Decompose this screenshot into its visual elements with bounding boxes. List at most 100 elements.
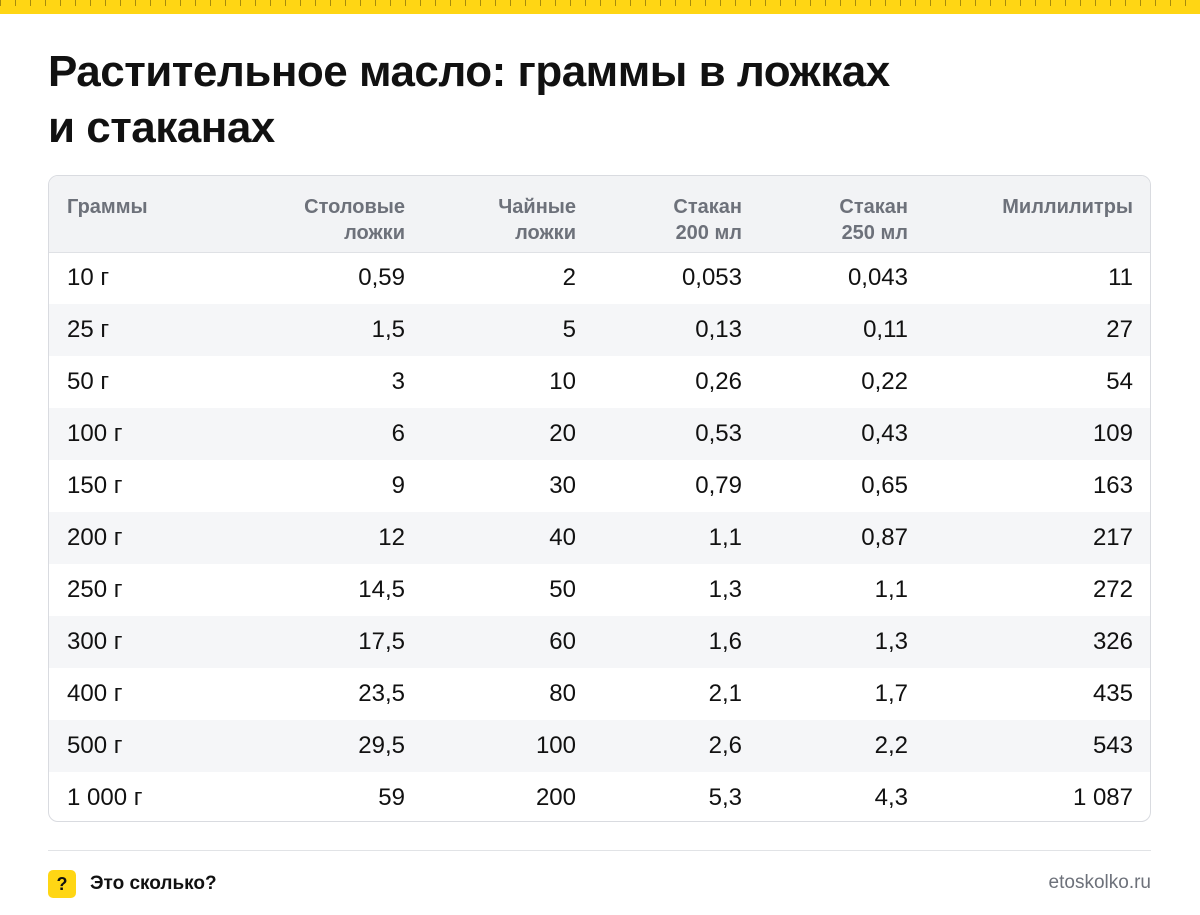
table-cell: 5	[562, 316, 576, 343]
column-header: Миллилитры	[908, 176, 1150, 253]
table-cell: 20	[549, 420, 576, 447]
table-row: 400 г 23,5 80 2,1 1,7 435	[49, 668, 1150, 720]
table-cell: 0,59	[358, 264, 405, 292]
table-row: 1 000 г 59 200 5,3 4,3 1 087	[49, 772, 1150, 821]
table-cell: 2,6	[708, 732, 742, 759]
table-row: 10 г 0,59 2 0,053 0,043 11	[49, 252, 1150, 304]
ruler-strip	[0, 0, 1200, 14]
table-cell: 0,26	[695, 368, 742, 395]
table-row: 150 г 9 30 0,79 0,65 163	[49, 460, 1150, 512]
table-cell: 2,2	[874, 732, 908, 759]
table-cell: 25 г	[67, 316, 110, 343]
site-url[interactable]: etoskolko.ru	[1048, 872, 1151, 893]
table-cell: 109	[1092, 420, 1133, 447]
table-row: 250 г 14,5 50 1,3 1,1 272	[49, 564, 1150, 616]
table-cell: 0,11	[863, 316, 908, 343]
column-header-line: 250 мл	[841, 222, 908, 244]
table-cell: 0,79	[695, 472, 742, 499]
column-header-line: Граммы	[67, 196, 148, 218]
column-header: Стакан 200 мл	[576, 176, 742, 253]
table-cell: 100 г	[67, 420, 123, 447]
title-line-2: и стаканах	[48, 103, 275, 152]
table-cell: 30	[549, 472, 576, 499]
table-cell: 29,5	[358, 732, 405, 759]
column-header: Стакан 250 мл	[742, 176, 908, 253]
column-header-line: Стакан	[673, 196, 742, 218]
table-cell: 11	[1108, 264, 1133, 292]
table-cell: 0,87	[861, 524, 908, 551]
table-cell: 1,1	[708, 524, 742, 551]
table-cell: 5,3	[708, 784, 742, 811]
column-header-line: Столовые	[304, 196, 405, 218]
table-cell: 60	[549, 628, 576, 655]
table-cell: 54	[1106, 368, 1133, 395]
table-cell: 23,5	[358, 680, 405, 707]
column-header-line: Чайные	[498, 196, 576, 218]
table-cell: 0,043	[847, 264, 908, 292]
table-cell: 217	[1092, 524, 1133, 551]
table-cell: 1 087	[1072, 784, 1133, 811]
column-header-line: 200 мл	[675, 222, 742, 244]
table-cell: 6	[391, 420, 405, 447]
table-row: 100 г 6 20 0,53 0,43 109	[49, 408, 1150, 460]
table-cell: 14,5	[358, 576, 405, 603]
table-row: 25 г 1,5 5 0,13 0,11 27	[49, 304, 1150, 356]
table-cell: 163	[1092, 472, 1133, 499]
table-cell: 4,3	[874, 784, 908, 811]
table-cell: 9	[391, 472, 405, 499]
table-cell: 59	[378, 784, 405, 811]
table-cell: 0,65	[861, 472, 908, 499]
footer-divider	[48, 850, 1151, 851]
table-cell: 0,43	[861, 420, 908, 447]
conversion-table-card: Граммы Столовые ложки Чайные ложки Стакан 200 …	[48, 175, 1151, 822]
table-cell: 12	[378, 524, 405, 551]
table-cell: 1,1	[874, 576, 908, 603]
table-cell: 400 г	[67, 680, 123, 707]
column-header-line: ложки	[515, 222, 576, 244]
table-cell: 200	[535, 784, 576, 811]
title-line-1: Растительное масло: граммы в ложках	[48, 47, 890, 96]
table-cell: 50 г	[67, 368, 110, 395]
table-cell: 435	[1092, 680, 1133, 707]
table-cell: 1,6	[708, 628, 742, 655]
table-cell: 200 г	[67, 524, 123, 551]
table-cell: 27	[1106, 316, 1133, 343]
table-cell: 543	[1092, 732, 1133, 759]
table-cell: 50	[549, 576, 576, 603]
column-header: Граммы	[49, 176, 229, 253]
table-cell: 250 г	[67, 576, 123, 603]
question-mark-logo-icon: ?	[48, 870, 76, 898]
table-cell: 0,053	[681, 264, 742, 292]
table-cell: 326	[1092, 628, 1133, 655]
table-row: 300 г 17,5 60 1,6 1,3 326	[49, 616, 1150, 668]
table-cell: 80	[549, 680, 576, 707]
table-cell: 0,22	[861, 368, 908, 395]
table-row: 500 г 29,5 100 2,6 2,2 543	[49, 720, 1150, 772]
table-cell: 17,5	[358, 628, 405, 655]
table-cell: 10 г	[67, 264, 110, 292]
table-cell: 2	[562, 264, 576, 292]
table-row: 200 г 12 40 1,1 0,87 217	[49, 512, 1150, 564]
table-cell: 1,5	[371, 316, 405, 343]
table-cell: 1 000 г	[67, 784, 143, 811]
table-cell: 2,1	[708, 680, 742, 707]
conversion-table: Граммы Столовые ложки Чайные ложки Стакан 200 …	[49, 176, 1150, 821]
table-cell: 1,3	[874, 628, 908, 655]
table-cell: 0,13	[695, 316, 742, 343]
table-cell: 272	[1092, 576, 1133, 603]
table-cell: 10	[549, 368, 576, 395]
table-cell: 40	[549, 524, 576, 551]
footer-brand: ? Это сколько?	[48, 870, 217, 898]
table-cell: 1,3	[708, 576, 742, 603]
table-cell: 3	[391, 368, 405, 395]
table-row: 50 г 3 10 0,26 0,22 54	[49, 356, 1150, 408]
page-title: Растительное масло: граммы в ложках и ст…	[48, 44, 1048, 156]
table-cell: 150 г	[67, 472, 123, 499]
column-header-line: Стакан	[839, 196, 908, 218]
table-cell: 100	[535, 732, 576, 759]
column-header-line: ложки	[344, 222, 405, 244]
table-cell: 300 г	[67, 628, 123, 655]
table-cell: 1,7	[874, 680, 908, 707]
column-header-line: Миллилитры	[1002, 196, 1133, 218]
table-body: 10 г 0,59 2 0,053 0,043 11 25 г 1,5 5 0,13 0,11 27 5…	[49, 252, 1150, 821]
